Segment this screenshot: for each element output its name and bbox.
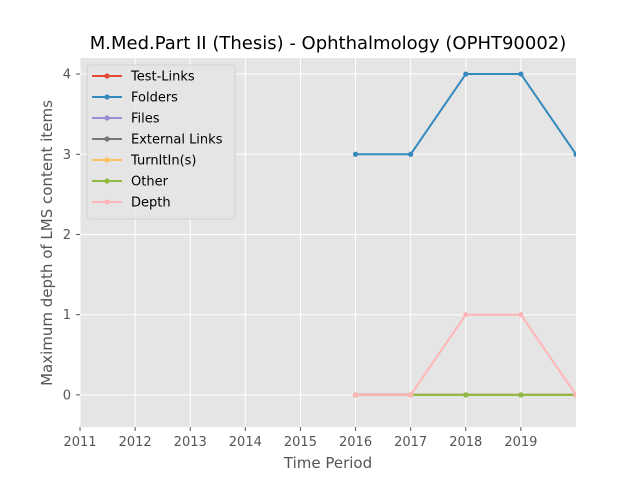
x-tick-label: 2017 (394, 435, 427, 450)
x-tick-label: 2018 (449, 435, 482, 450)
legend-swatch-marker (104, 178, 110, 184)
data-point-other (518, 392, 524, 398)
x-axis-ticks: 2011 2012 2013 2014 2015 2016 2017 2018 2019 (63, 427, 537, 450)
data-point-folders (352, 151, 359, 157)
legend-swatch-marker (104, 157, 110, 163)
y-tick-label: 3 (63, 148, 71, 163)
legend-label: Folders (131, 91, 178, 106)
x-tick-label: 2014 (229, 435, 262, 450)
legend-label: Depth (131, 196, 171, 211)
legend: Test-Links Folders Files External Links Turn… (86, 64, 236, 220)
legend-swatch-marker (104, 136, 110, 142)
data-point-depth (408, 392, 414, 398)
series-lines (352, 71, 576, 398)
y-axis-label: Maximum depth of LMS content items (38, 100, 56, 386)
x-tick-label: 2016 (339, 435, 372, 450)
legend-label: TurnItIn(s) (130, 154, 196, 169)
x-axis-label: Time Period (283, 454, 372, 472)
x-tick-label: 2013 (174, 435, 207, 450)
y-tick-label: 1 (63, 308, 71, 323)
data-point-folders (518, 71, 524, 77)
legend-swatch-marker (104, 73, 110, 79)
data-point-depth (463, 312, 469, 318)
y-tick-label: 0 (63, 388, 71, 403)
x-tick-label: 2015 (284, 435, 317, 450)
series-group (352, 71, 576, 398)
y-tick-label: 4 (63, 68, 71, 83)
x-tick-label: 2012 (119, 435, 152, 450)
data-point-depth (573, 392, 576, 398)
data-point-other (463, 392, 469, 398)
legend-swatch-marker (104, 199, 110, 205)
legend-label: Other (131, 175, 169, 190)
chart-title: M.Med.Part II (Thesis) - Ophthalmology (… (90, 33, 567, 54)
data-point-folders (408, 151, 414, 157)
data-point-folders (463, 71, 469, 77)
legend-swatch-marker (104, 94, 110, 100)
y-tick-label: 2 (63, 228, 71, 243)
legend-swatch-marker (104, 115, 110, 121)
y-axis-ticks: 0 1 2 3 4 (63, 68, 80, 403)
legend-label: Files (131, 112, 160, 127)
x-tick-label: 2019 (504, 435, 537, 450)
data-point-folders (573, 151, 576, 157)
data-point-depth (518, 312, 524, 318)
x-tick-label: 2011 (63, 435, 96, 450)
legend-label: External Links (131, 133, 223, 148)
legend-label: Test-Links (130, 70, 195, 85)
data-point-depth (352, 392, 359, 398)
legend-box (86, 64, 236, 220)
